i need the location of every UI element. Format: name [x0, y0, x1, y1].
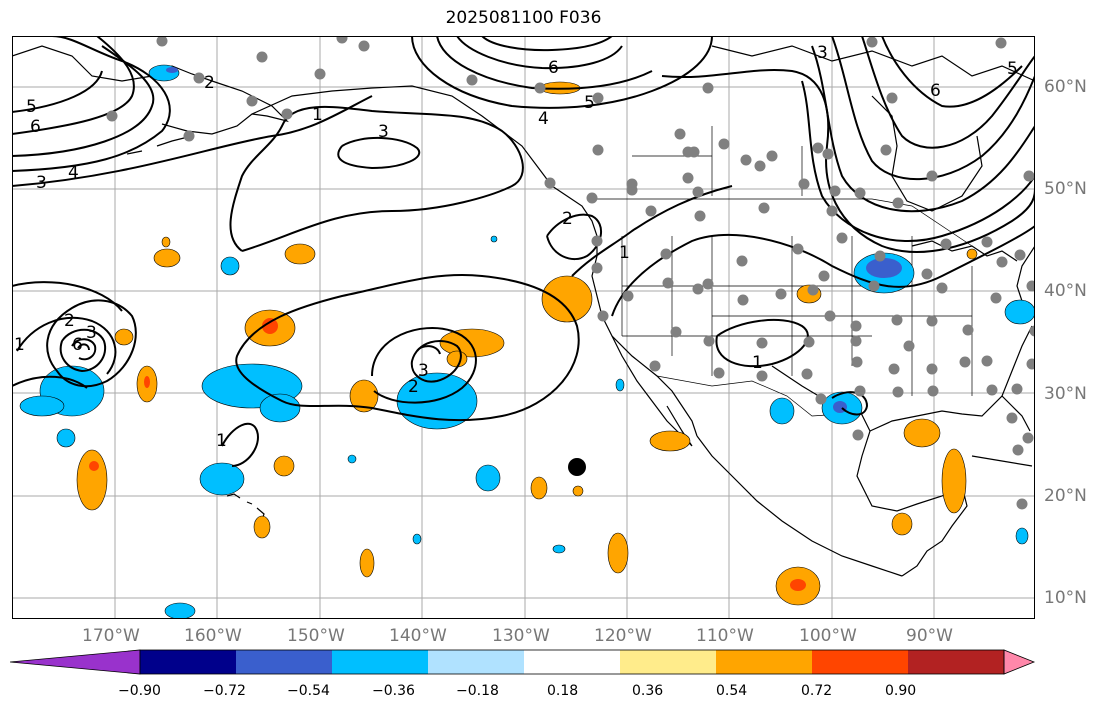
colorbar-tick-label: −0.72 [203, 683, 246, 699]
colorbar [10, 649, 1036, 675]
lon-label: 110°W [696, 626, 754, 646]
contour-label: 1 [14, 335, 25, 355]
colorbar-tick-label: −0.90 [118, 683, 161, 699]
contour-labels: 5 6 3 4 1 2 3 5 4 6 3 5 6 2 1 3 2 1 1 2 … [14, 43, 1018, 451]
contour-label: 3 [86, 323, 97, 343]
contour-label: 2 [408, 377, 419, 397]
colorbar-bin [332, 650, 429, 674]
contour-label: 3 [418, 361, 429, 381]
colorbar-bin [524, 650, 621, 674]
lon-label: 150°W [287, 626, 345, 646]
stations [106, 36, 1035, 510]
colorbar-bin [716, 650, 813, 674]
highlight-station [568, 458, 586, 476]
lat-label: 10°N [1044, 588, 1087, 608]
colorbar-bin [236, 650, 333, 674]
colorbar-tick-label: 0.18 [547, 683, 579, 699]
colorbar-tick-label: 0.72 [801, 683, 833, 699]
contour-label: 1 [312, 105, 323, 125]
map-title: 2025081100 F036 [445, 8, 602, 28]
lon-label: 170°W [82, 626, 140, 646]
contour-label: 2 [64, 311, 75, 331]
colorbar-tick-label: 0.36 [632, 683, 664, 699]
colorbar-bin [428, 650, 525, 674]
lon-label: 100°W [799, 626, 857, 646]
contour-label: 2 [204, 73, 215, 93]
contour-label: 4 [538, 109, 549, 129]
lat-label: 30°N [1044, 384, 1087, 404]
lon-label: 140°W [389, 626, 447, 646]
colorbar-frame [139, 649, 1005, 675]
contour-label: 6 [930, 81, 941, 101]
contour-label: 5 [584, 93, 595, 113]
colorbar-tick-label: 0.90 [885, 683, 917, 699]
map-plot: 5 6 3 4 1 2 3 5 4 6 3 5 6 2 1 3 2 1 1 2 … [12, 36, 1035, 619]
lat-label: 40°N [1044, 281, 1087, 301]
colorbar-extend-high [1003, 649, 1036, 675]
anomaly-shading [19, 64, 1035, 619]
lat-label: 50°N [1044, 179, 1087, 199]
lat-label: 20°N [1044, 486, 1087, 506]
lon-label: 120°W [594, 626, 652, 646]
coastlines [12, 45, 1035, 577]
lon-label: 130°W [492, 626, 550, 646]
contour-label: 2 [562, 209, 573, 229]
lon-label: 90°W [906, 626, 953, 646]
contour-label: 5 [26, 97, 37, 117]
contour-label: 1 [619, 243, 630, 263]
contour-label: 3 [378, 122, 389, 142]
colorbar-bin [812, 650, 909, 674]
contour-label: 1 [216, 431, 227, 451]
contour-label: 5 [1007, 59, 1018, 79]
graticule [12, 36, 1035, 619]
contour-label: 3 [36, 173, 47, 193]
colorbar-tick-label: −0.18 [456, 683, 499, 699]
lat-label: 60°N [1044, 77, 1087, 97]
colorbar-extend-low [10, 649, 141, 675]
contour-label: 3 [817, 43, 828, 63]
lon-label: 160°W [184, 626, 242, 646]
colorbar-bin [620, 650, 717, 674]
colorbar-bin [908, 650, 1005, 674]
contour-label: 4 [68, 163, 79, 183]
colorbar-tick-label: 0.54 [716, 683, 748, 699]
contour-label: 6 [548, 58, 559, 78]
colorbar-bin [140, 650, 237, 674]
contour-label: 6 [30, 117, 41, 137]
colorbar-tick-label: −0.36 [372, 683, 415, 699]
colorbar-tick-label: −0.54 [287, 683, 330, 699]
contour-label: 1 [752, 353, 763, 373]
contour-label: 6 [72, 335, 83, 355]
